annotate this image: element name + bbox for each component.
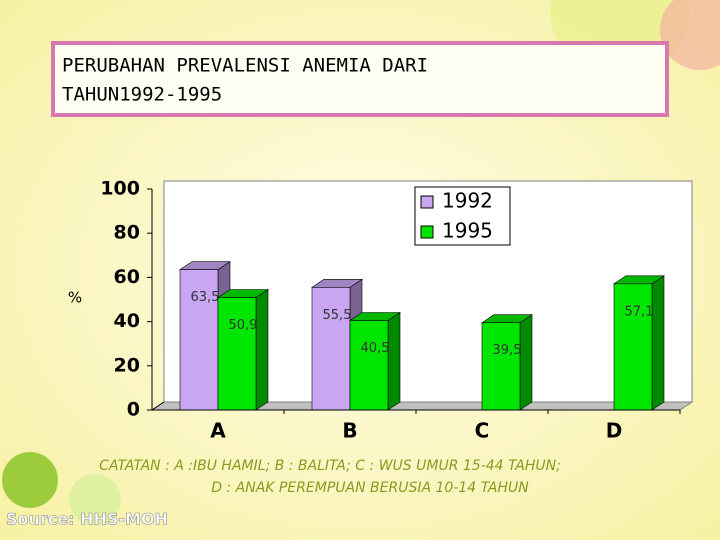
legend-label: 1992 [442, 189, 493, 213]
bar-side [255, 288, 269, 411]
y-tick-label: 60 [114, 266, 140, 288]
decor [660, 0, 720, 70]
legend-swatch [420, 195, 434, 209]
note: D : ANAK PEREMPUAN BERUSIA 10-14 TAHUN [211, 480, 529, 496]
note: CATATAN : A :IBU HAMIL; B : BALITA; C : … [99, 458, 561, 474]
y-tick-label: 20 [114, 354, 140, 376]
legend-label: 1995 [442, 219, 493, 243]
data-label: 39,5 [493, 343, 522, 358]
x-tick-label: D [606, 419, 623, 443]
bar-side [651, 275, 665, 411]
bar [481, 322, 521, 411]
y-tick-label: 100 [100, 178, 140, 200]
chart-title: PERUBAHAN PREVALENSI ANEMIA DARI [62, 55, 428, 77]
bar [311, 287, 351, 411]
y-axis [151, 401, 165, 411]
x-tick-label: C [475, 419, 490, 443]
bar [349, 320, 389, 411]
y-tick-label: 80 [114, 222, 140, 244]
chart-title: TAHUN1992-1995 [62, 84, 222, 106]
title-box [51, 41, 669, 117]
bar [613, 283, 653, 411]
data-label: 57,1 [625, 304, 654, 319]
data-label: 55,5 [323, 308, 352, 323]
decor [69, 474, 121, 526]
y-tick-label: 40 [114, 310, 140, 332]
y-axis-label: % [68, 289, 82, 307]
source: Source: HHS-MOH [6, 510, 168, 529]
decor [2, 452, 58, 508]
x-tick-label: A [210, 419, 226, 443]
data-label: 63,5 [191, 290, 220, 305]
data-label: 50,9 [229, 318, 258, 333]
bar-side [387, 311, 401, 411]
bar-side [519, 314, 533, 411]
legend-swatch [420, 225, 434, 239]
bar [217, 297, 257, 411]
x-tick-label: B [342, 419, 357, 443]
data-label: 40,5 [361, 341, 390, 356]
y-tick-label: 0 [127, 399, 140, 421]
